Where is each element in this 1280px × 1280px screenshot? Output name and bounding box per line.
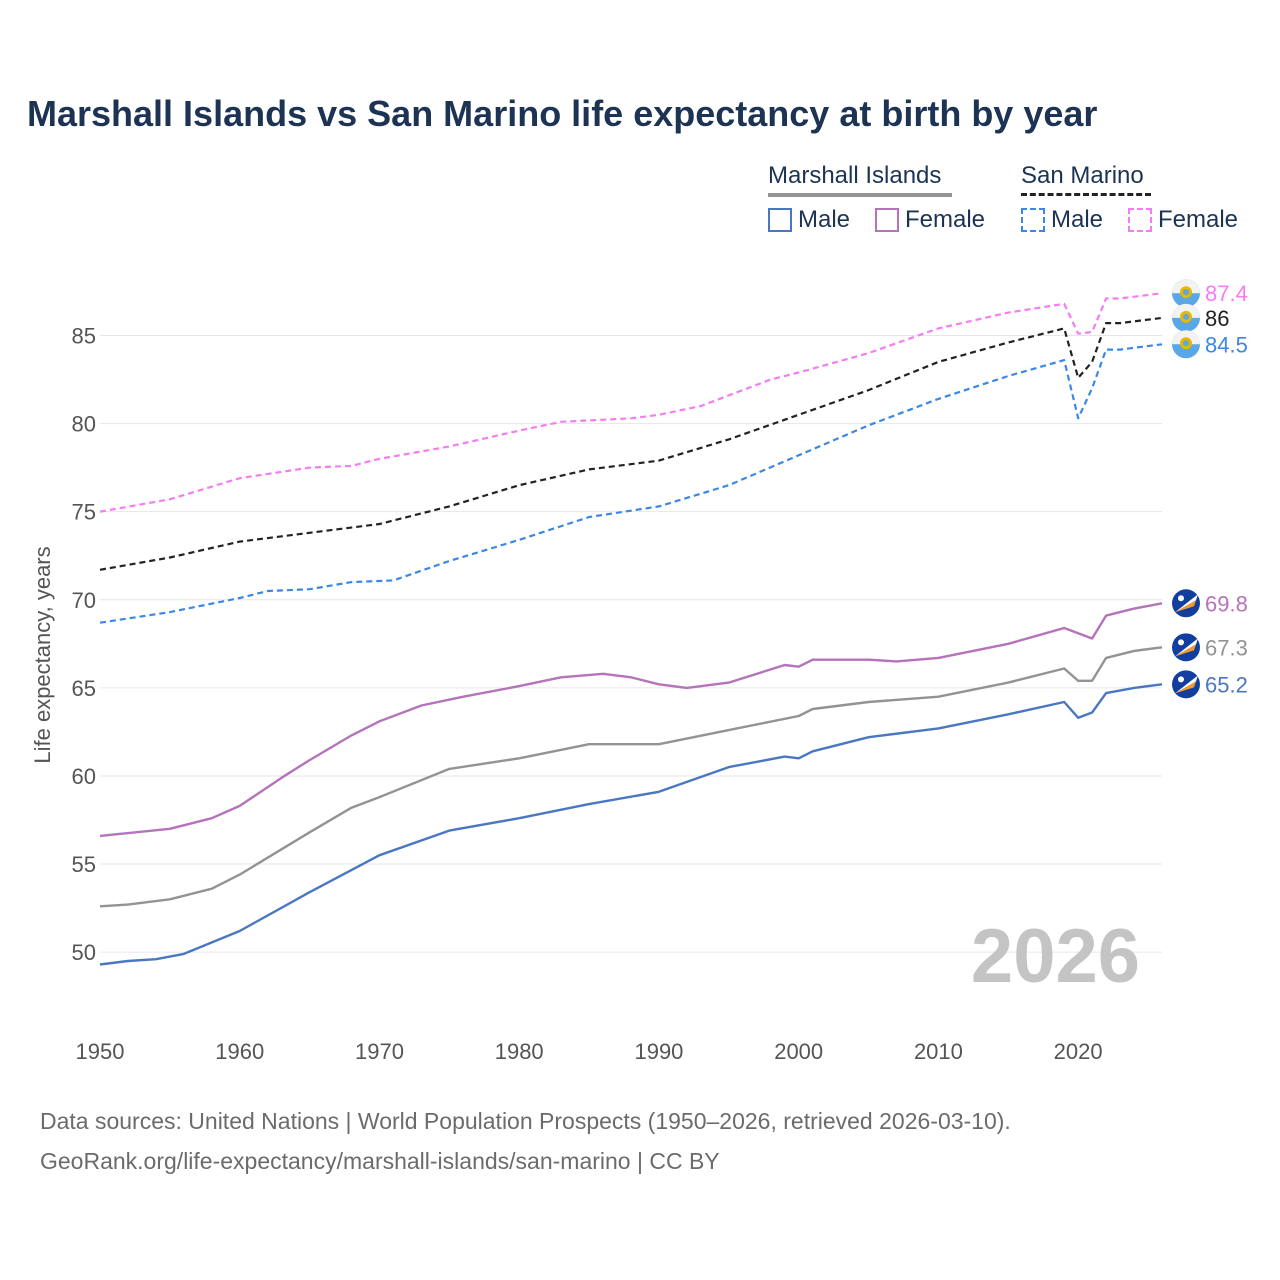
- legend-item-label: Female: [1158, 206, 1239, 233]
- san-marino-flag-icon: [1172, 303, 1200, 332]
- legend-group-san-marino: San Marino: [1021, 162, 1151, 196]
- marshall-islands-flag-icon: [1172, 670, 1200, 699]
- y-tick-label: 60: [72, 764, 96, 789]
- footer-url: GeoRank.org/life-expectancy/marshall-isl…: [40, 1148, 720, 1174]
- y-tick-label: 70: [72, 588, 96, 613]
- legend-group-line: [1021, 193, 1151, 196]
- series-end-label: 86: [1205, 306, 1229, 331]
- footer-source: Data sources: United Nations | World Pop…: [40, 1108, 1011, 1134]
- series-line[interactable]: [99, 343, 1163, 624]
- legend-group-label: San Marino: [1021, 162, 1144, 189]
- x-tick-label: 2000: [774, 1039, 823, 1064]
- x-tick-label: 2010: [914, 1039, 963, 1064]
- y-tick-label: 65: [72, 676, 96, 701]
- x-tick-label: 1970: [355, 1039, 404, 1064]
- series-line[interactable]: [99, 646, 1163, 908]
- line-chart: 50 55 60 65 70 75 80 85 1950 1960 1970 1980 1990 200…: [30, 279, 1248, 1064]
- legend-item-marshall-male[interactable]: Male: [768, 206, 850, 234]
- series-end-label: 65.2: [1205, 672, 1248, 697]
- series-end-label: 87.4: [1205, 281, 1248, 306]
- series-end-label: 84.5: [1205, 332, 1248, 357]
- legend-item-label: Male: [1051, 206, 1104, 233]
- marshall-islands-flag-icon: [1172, 633, 1200, 662]
- legend-swatch: [875, 208, 899, 232]
- series-line[interactable]: [99, 292, 1163, 513]
- year-watermark: 2026: [971, 914, 1140, 999]
- x-tick-label: 1960: [215, 1039, 264, 1064]
- y-tick-label: 55: [72, 852, 96, 877]
- legend-group-label: Marshall Islands: [768, 162, 942, 189]
- san-marino-flag-icon: [1172, 279, 1200, 308]
- y-tick-label: 50: [72, 940, 96, 965]
- legend-item-marshall-female[interactable]: Female: [875, 206, 985, 234]
- x-tick-label: 1980: [495, 1039, 544, 1064]
- legend-swatch: [1021, 208, 1045, 232]
- legend-item-sanmarino-male[interactable]: Male: [1021, 206, 1103, 234]
- series-line[interactable]: [99, 683, 1163, 966]
- series-line[interactable]: [99, 316, 1163, 571]
- series-line[interactable]: [99, 602, 1163, 838]
- marshall-islands-flag-icon: [1172, 589, 1200, 618]
- legend-group-marshall-islands: Marshall Islands: [768, 162, 952, 197]
- legend-item-sanmarino-female[interactable]: Female: [1128, 206, 1238, 234]
- series-end-label: 69.8: [1205, 591, 1248, 616]
- x-tick-label: 2020: [1054, 1039, 1103, 1064]
- legend-group-line: [768, 193, 952, 197]
- x-tick-label: 1990: [634, 1039, 683, 1064]
- y-tick-label: 85: [72, 323, 96, 348]
- y-axis-label: Life expectancy, years: [30, 546, 55, 763]
- legend-swatch: [1128, 208, 1152, 232]
- y-tick-label: 80: [72, 412, 96, 437]
- legend-item-label: Female: [905, 206, 986, 233]
- series-end-label: 67.3: [1205, 635, 1248, 660]
- legend-swatch: [768, 208, 792, 232]
- san-marino-flag-icon: [1172, 330, 1200, 359]
- x-tick-label: 1950: [76, 1039, 125, 1064]
- chart-title: Marshall Islands vs San Marino life expe…: [27, 93, 1098, 134]
- y-tick-label: 75: [72, 500, 96, 525]
- legend-item-label: Male: [798, 206, 851, 233]
